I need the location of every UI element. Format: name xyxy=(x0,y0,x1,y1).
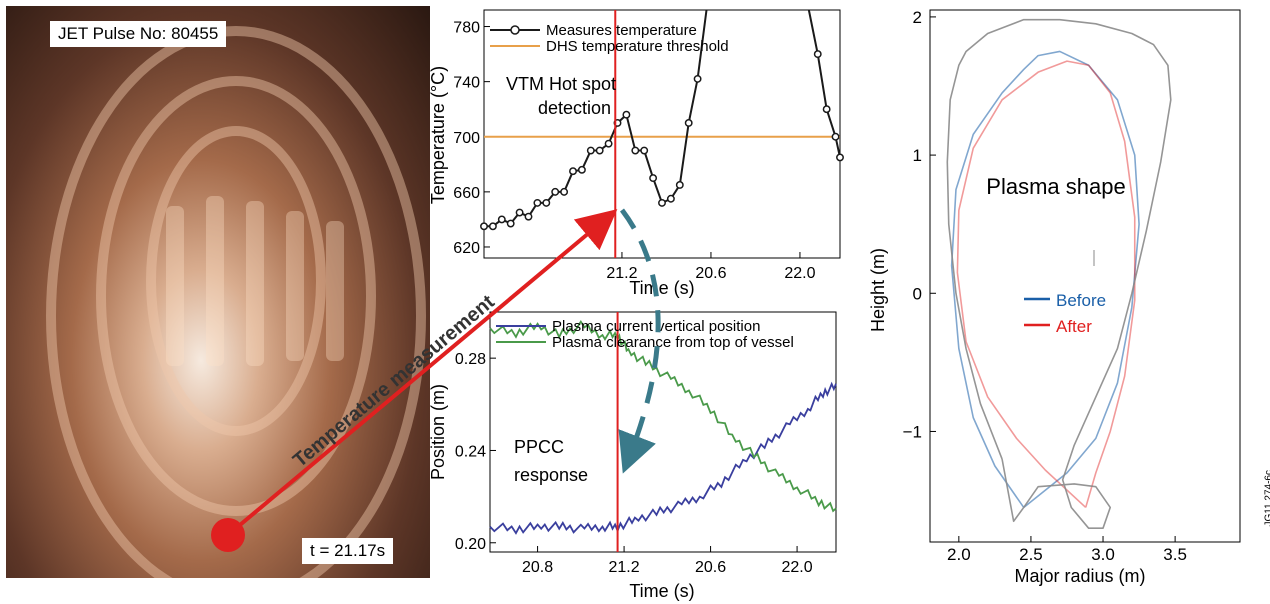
after-boundary xyxy=(956,60,1136,509)
legend-vertical-label: Plasma current vertical position xyxy=(552,318,760,335)
temperature-point xyxy=(560,187,569,196)
temperature-point xyxy=(586,146,595,155)
temperature-point xyxy=(622,110,631,119)
temperature-point xyxy=(693,74,702,83)
y-tick-label: 620 xyxy=(453,240,480,257)
temperature-point xyxy=(569,167,577,176)
plasma-x-ticks: 2.0 2.5 3.0 3.5 xyxy=(947,536,1187,564)
plasma-legend: Before After xyxy=(1024,291,1106,336)
y-tick-label: 0.24 xyxy=(455,443,486,460)
legend-before-label: Before xyxy=(1056,291,1106,310)
x-tick-label: 3.5 xyxy=(1163,545,1187,564)
temperature-point xyxy=(813,50,822,59)
x-tick-label: 2.0 xyxy=(947,545,971,564)
temperature-x-axis-label: Time (s) xyxy=(629,278,694,298)
vessel-rib xyxy=(246,201,264,366)
temperature-point xyxy=(595,146,604,155)
x-tick-label: 3.0 xyxy=(1091,545,1115,564)
legend-clearance-label: Plasma clearance from top of vessel xyxy=(552,334,794,351)
temperature-point xyxy=(836,153,844,162)
x-tick-label: 20.8 xyxy=(522,559,553,576)
temperature-point xyxy=(515,208,524,217)
x-tick-label: 22.0 xyxy=(782,559,813,576)
temperature-point xyxy=(831,132,840,141)
x-tick-label: 21.2 xyxy=(609,559,640,576)
vessel-wall xyxy=(946,18,1172,529)
temperature-point xyxy=(675,181,684,189)
legend-temperature-label: Measures temperature xyxy=(546,22,697,39)
position-x-ticks: 20.8 21.2 20.6 22.0 xyxy=(522,546,813,576)
temperature-point xyxy=(649,174,658,183)
y-tick-label: 2 xyxy=(913,8,922,27)
plasma-x-axis-label: Major radius (m) xyxy=(1014,566,1145,586)
plasma-series xyxy=(946,18,1172,529)
y-tick-label: 780 xyxy=(453,20,480,37)
temperature-point xyxy=(480,222,488,231)
vessel-rib xyxy=(206,196,224,366)
plasma-y-ticks: −1 0 1 2 xyxy=(903,8,936,441)
temperature-series xyxy=(480,9,844,258)
figure-id: JG11.274-6c xyxy=(1264,470,1270,527)
plasma-plot-area xyxy=(929,9,1241,543)
temperature-point xyxy=(506,219,515,228)
temperature-plot-area xyxy=(483,9,841,259)
legend-threshold-label: DHS temperature threshold xyxy=(546,38,729,55)
legend-after-label: After xyxy=(1056,317,1092,336)
position-chart: 0.20 0.24 0.28 20.8 21.2 20.6 22.0 Position (… xyxy=(430,311,837,601)
plasma-shape-title: Plasma shape xyxy=(986,174,1125,199)
temperature-point xyxy=(604,139,613,148)
hotspot-annotation: VTM Hot spot detection xyxy=(506,74,621,118)
y-tick-label: 700 xyxy=(453,130,480,147)
temperature-legend: Measures temperature DHS temperature thr… xyxy=(490,22,729,55)
x-tick-label: 2.5 xyxy=(1019,545,1043,564)
x-tick-label: 20.6 xyxy=(695,559,726,576)
temperature-point xyxy=(542,198,551,207)
before-boundary xyxy=(950,50,1140,509)
vessel-rib xyxy=(286,211,304,361)
plasma-y-axis-label: Height (m) xyxy=(868,248,888,332)
temperature-y-axis-label: Temperature (°C) xyxy=(430,66,448,204)
y-tick-label: 0 xyxy=(913,284,922,303)
position-y-axis-label: Position (m) xyxy=(430,384,448,480)
temperature-point xyxy=(497,215,506,224)
plasma-shape-chart: −1 0 1 2 2.0 2.5 3.0 3.5 Height (m) Major radi… xyxy=(868,8,1241,586)
y-tick-label: 0.20 xyxy=(455,536,486,553)
y-tick-label: 1 xyxy=(913,146,922,165)
temperature-point xyxy=(533,198,542,207)
x-tick-label: 20.6 xyxy=(695,265,726,282)
vessel-camera-image: JET Pulse No: 80455 t = 21.17s xyxy=(6,6,430,578)
y-tick-label: 740 xyxy=(453,75,480,92)
temperature-point xyxy=(666,194,675,203)
pulse-number-label: JET Pulse No: 80455 xyxy=(50,21,227,47)
position-x-axis-label: Time (s) xyxy=(629,581,694,601)
temperature-point xyxy=(631,146,640,155)
vessel-rib xyxy=(166,206,184,366)
temperature-point xyxy=(684,119,693,127)
vessel-rib xyxy=(326,221,344,361)
temperature-point xyxy=(551,187,560,196)
temperature-point xyxy=(488,222,497,231)
time-label: t = 21.17s xyxy=(302,538,394,564)
temperature-point xyxy=(658,198,666,207)
y-tick-label: 660 xyxy=(453,185,480,202)
temperature-point xyxy=(577,165,586,174)
y-tick-label: −1 xyxy=(903,422,922,441)
x-tick-label: 22.0 xyxy=(784,265,815,282)
legend-temperature-marker xyxy=(510,25,520,35)
temperature-point xyxy=(640,146,649,155)
temperature-point xyxy=(524,212,533,221)
y-tick-label: 0.28 xyxy=(455,351,486,368)
temperature-point xyxy=(822,105,831,114)
